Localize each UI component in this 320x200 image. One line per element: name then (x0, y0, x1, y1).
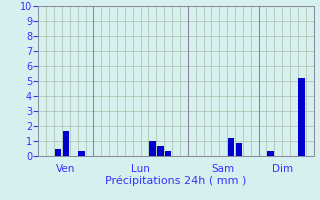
Bar (267, 151, 274, 156)
Bar (165, 151, 172, 156)
Text: Dim: Dim (272, 164, 293, 174)
Bar (78, 151, 85, 156)
Bar (228, 138, 234, 156)
Text: Lun: Lun (131, 164, 150, 174)
Bar (236, 142, 242, 156)
Bar (63, 131, 69, 156)
Text: Sam: Sam (212, 164, 235, 174)
Bar (299, 78, 305, 156)
Text: Ven: Ven (56, 164, 76, 174)
Bar (55, 149, 61, 156)
X-axis label: Précipitations 24h ( mm ): Précipitations 24h ( mm ) (105, 175, 247, 186)
Bar (149, 141, 156, 156)
Bar (157, 146, 164, 156)
